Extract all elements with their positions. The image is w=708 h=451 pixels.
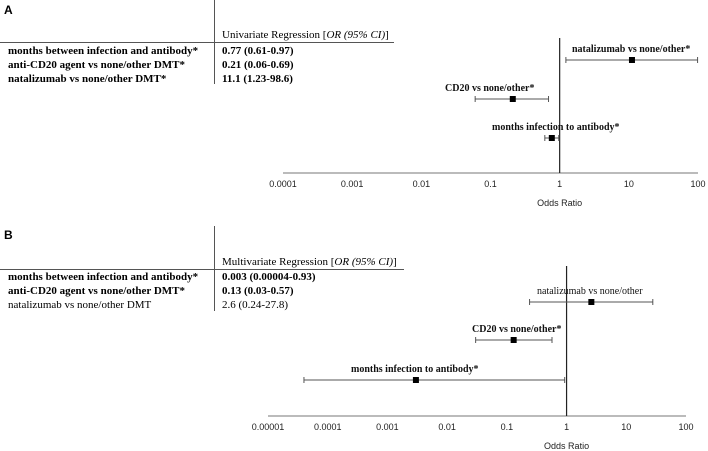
panel-letter: A	[4, 3, 13, 17]
x-tick-label: 100	[690, 179, 705, 189]
table-row-label: natalizumab vs none/other DMT*	[8, 73, 167, 85]
x-axis-label: Odds Ratio	[544, 441, 589, 451]
panel-a: A Univariate Regression [OR (95% CI)] mo…	[0, 0, 706, 208]
header-prefix: Multivariate Regression [	[222, 256, 335, 268]
x-tick-label: 0.01	[413, 179, 431, 189]
x-tick-label: 1	[564, 422, 569, 432]
forest-plot-a: 0.0001 0.001 0.01 0.1 1 10 100 Odds Ratio natali…	[269, 38, 706, 208]
header-italic: OR (95% CI)	[326, 29, 386, 41]
point-label: CD20 vs none/other*	[472, 324, 561, 335]
x-axis-label: Odds Ratio	[537, 198, 582, 208]
table-header: Univariate Regression [OR (95% CI)]	[222, 29, 389, 41]
table-row-value: 0.21 (0.06-0.69)	[222, 59, 294, 71]
table-row-value: 11.1 (1.23-98.6)	[222, 73, 293, 85]
x-tick-label: 0.01	[438, 422, 456, 432]
point-label: months infection to antibody*	[351, 364, 479, 375]
x-tick-label: 10	[624, 179, 634, 189]
point-label: CD20 vs none/other*	[445, 83, 534, 94]
x-tick-label: 1	[557, 179, 562, 189]
odds-ratio-marker	[510, 337, 517, 343]
x-tick-label: 0.0001	[314, 422, 342, 432]
panel-b: B Multivariate Regression [OR (95% CI)] …	[0, 226, 708, 451]
header-suffix: ]	[385, 29, 389, 41]
table-row-label: anti-CD20 agent vs none/other DMT*	[8, 285, 186, 297]
x-tick-label: 100	[678, 422, 693, 432]
x-tick-label: 0.0001	[269, 179, 297, 189]
odds-ratio-marker	[628, 57, 635, 63]
table-header-rule	[214, 269, 404, 270]
table-row-label: months between infection and antibody*	[8, 271, 199, 283]
point-label: natalizumab vs none/other	[537, 286, 643, 297]
table-left-rule	[0, 42, 214, 43]
table-row-value: 0.13 (0.03-0.57)	[222, 285, 294, 297]
table-header-rule	[214, 42, 394, 43]
odds-ratio-marker	[588, 299, 595, 305]
table-header: Multivariate Regression [OR (95% CI)]	[222, 256, 397, 268]
panel-letter: B	[4, 228, 13, 242]
table-row-value: 2.6 (0.24-27.8)	[222, 299, 288, 311]
x-tick-label: 0.1	[501, 422, 514, 432]
header-prefix: Univariate Regression [	[222, 29, 327, 41]
table-row-value: 0.77 (0.61-0.97)	[222, 45, 294, 57]
point-label: months infection to antibody*	[492, 122, 620, 133]
header-suffix: ]	[393, 256, 397, 268]
table-row-label: anti-CD20 agent vs none/other DMT*	[8, 59, 186, 71]
point-label: natalizumab vs none/other*	[572, 44, 690, 55]
x-tick-label: 0.1	[484, 179, 497, 189]
table-row-label: months between infection and antibody*	[8, 45, 199, 57]
header-italic: OR (95% CI)	[334, 256, 394, 268]
odds-ratio-marker	[509, 96, 516, 102]
table-left-rule	[0, 269, 214, 270]
forest-plot-b: 0.00001 0.0001 0.001 0.01 0.1 1 10 100 Odds Rati…	[252, 266, 694, 451]
x-tick-label: 0.001	[376, 422, 399, 432]
table-row-value: 0.003 (0.00004-0.93)	[222, 271, 316, 283]
x-tick-label: 10	[621, 422, 631, 432]
table-divider-vertical	[214, 226, 215, 311]
odds-ratio-marker	[412, 377, 419, 383]
table-row-label: natalizumab vs none/other DMT	[8, 299, 152, 311]
x-tick-label: 0.00001	[252, 422, 285, 432]
odds-ratio-marker	[548, 135, 555, 141]
x-tick-label: 0.001	[341, 179, 364, 189]
